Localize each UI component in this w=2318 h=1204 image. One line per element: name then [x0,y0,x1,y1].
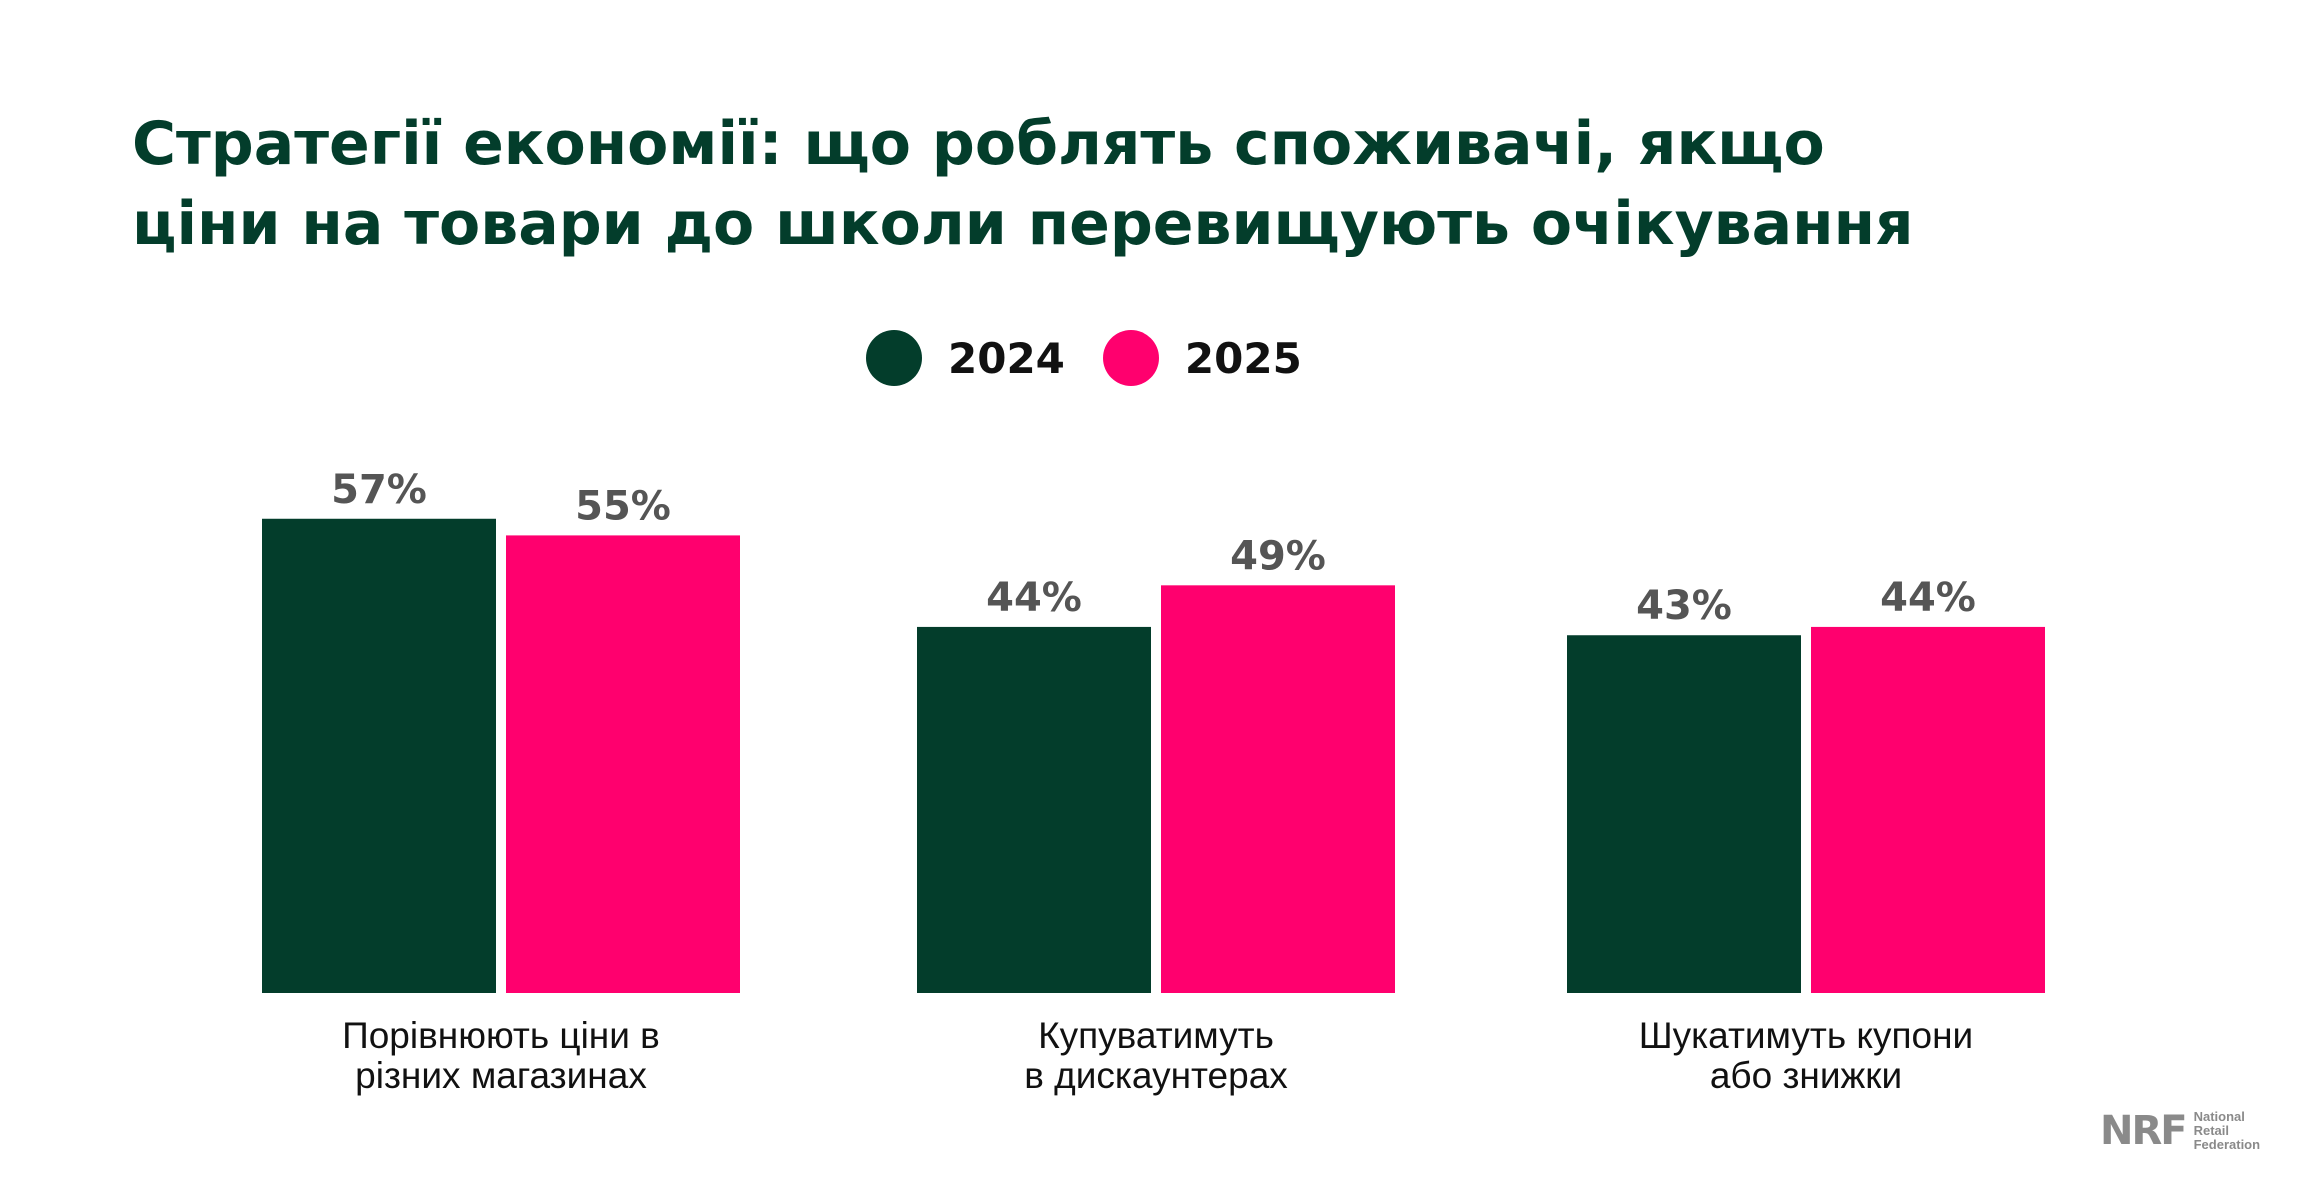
data-label-2024-1: 57% [331,467,427,513]
data-label-2024-2: 44% [986,575,1082,621]
nrf-logo: NRF National Retail Federation [2100,1108,2260,1154]
logo-text-line-2: Retail [2193,1123,2230,1138]
data-label-2025-3: 44% [1880,575,1976,621]
chart-title: Стратегії економії: що роблять споживачі… [132,104,2232,264]
legend-item-2024: 2024 [866,330,1065,386]
logo-text-line-1: National [2193,1109,2245,1124]
data-label-2025-1: 55% [575,483,671,529]
data-label-2025-2: 49% [1230,533,1326,579]
bar-2025-3 [1811,626,2045,993]
legend-item-2025: 2025 [1102,330,1302,386]
chart-title-line-1: Стратегії економії: що роблять споживачі… [132,109,1825,179]
bar-2025-2 [1161,585,1395,993]
category-label-3-line-1: Шукатимуть купони [1639,1015,1973,1056]
category-label-1-line-1: Порівнюють ціни в [342,1015,660,1056]
logo-text: National Retail Federation [2194,1110,2260,1152]
category-label-3-line-2: або знижки [1710,1055,1902,1096]
bar-2025-1 [506,535,740,993]
bar-2024-3 [1567,635,1801,993]
legend-label-2025: 2025 [1184,333,1302,383]
category-label-2-line-2: в дискаунтерах [1024,1055,1288,1096]
bar-2024-2 [917,626,1151,993]
category-label-2-line-1: Купуватимуть [1038,1015,1274,1056]
legend-swatch-2025 [1102,330,1159,386]
legend: 2024 2025 [866,328,1340,388]
logo-mark: NRF [2100,1108,2188,1154]
logo-text-line-3: Federation [2193,1137,2261,1152]
legend-label-2024: 2024 [948,333,1065,383]
category-label-1-line-2: різних магазинах [355,1055,647,1096]
bar-2024-1 [262,518,496,993]
data-label-2024-3: 43% [1636,583,1732,629]
legend-swatch-2024 [866,330,922,386]
chart-title-line-2: ціни на товари до школи перевищують очік… [132,189,1914,259]
